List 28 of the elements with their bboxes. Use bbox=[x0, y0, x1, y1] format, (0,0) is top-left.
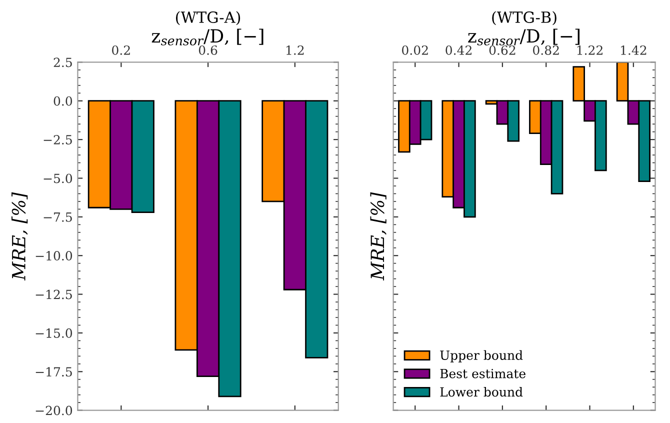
y-tick-label: −2.5 bbox=[44, 135, 72, 144]
x-tick-label: 1.22 bbox=[577, 45, 602, 55]
y-tick-label: −17.5 bbox=[36, 367, 72, 377]
chart-title: (WTG-A) bbox=[176, 11, 240, 26]
x-tick-label: 0.62 bbox=[489, 45, 516, 55]
y-axis-title: MRE, [%] bbox=[12, 192, 28, 281]
legend-label: Lower bound bbox=[440, 386, 523, 397]
y-tick-label: −7.5 bbox=[44, 212, 72, 222]
x-tick-label: 0.42 bbox=[446, 45, 472, 55]
y-tick-label: −12.5 bbox=[36, 290, 72, 300]
x-tick-label: 1.42 bbox=[621, 45, 646, 55]
x-tick-label: 1.2 bbox=[286, 45, 304, 55]
x-tick-label: 0.2 bbox=[112, 45, 130, 55]
y-tick-label: −15.0 bbox=[36, 328, 72, 338]
y-tick-label: −20.0 bbox=[36, 406, 72, 416]
legend-label: Best estimate bbox=[440, 368, 526, 378]
x-axis-title: z$_{sensor}$/D, [−] bbox=[468, 28, 580, 46]
y-tick-label: −10.0 bbox=[36, 251, 72, 261]
y-axis-title: MRE, [%] bbox=[370, 192, 386, 281]
y-tick-label: 0.0 bbox=[54, 96, 72, 106]
x-tick-label: 0.02 bbox=[402, 45, 428, 55]
x-axis-title: z$_{sensor}$/D, [−] bbox=[152, 28, 264, 46]
chart-title: (WTG-B) bbox=[492, 11, 556, 26]
legend-label: Upper bound bbox=[440, 350, 523, 362]
y-tick-label: −5.0 bbox=[44, 174, 72, 184]
x-tick-label: 0.82 bbox=[533, 45, 559, 55]
y-tick-label: 2.5 bbox=[54, 58, 72, 68]
x-tick-label: 0.6 bbox=[198, 45, 218, 55]
